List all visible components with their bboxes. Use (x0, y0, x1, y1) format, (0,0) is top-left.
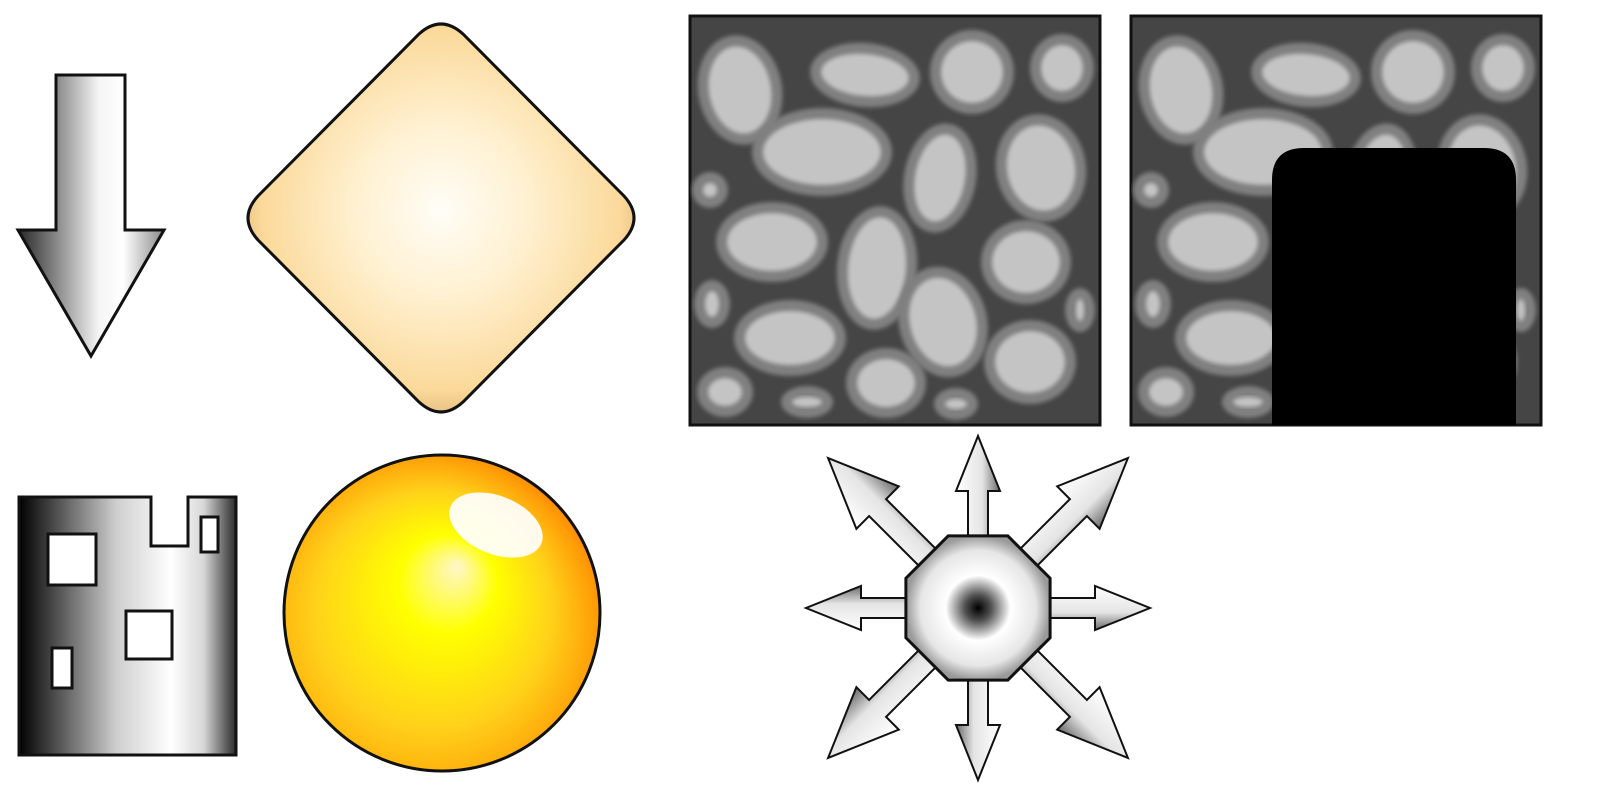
wall-stone (846, 348, 926, 418)
wall-stone (1251, 42, 1361, 108)
wall-stone (930, 30, 1014, 114)
wall-stone (934, 388, 978, 420)
wall-stone (981, 220, 1071, 304)
doorway (1272, 148, 1516, 425)
wall-stone (903, 123, 977, 233)
wall-stone (692, 172, 728, 208)
wall-stone (1133, 172, 1169, 208)
wall-stone (697, 35, 783, 145)
wall-stone (1138, 367, 1194, 417)
wall-stone (898, 266, 988, 378)
compass-hub-icon (904, 534, 1052, 682)
golden-orb-icon (282, 453, 602, 773)
tower-window (124, 609, 174, 661)
diamond-tile-icon (246, 22, 636, 414)
wall-stone (810, 42, 920, 108)
wall-stone (984, 320, 1076, 404)
wall-stone (1371, 30, 1455, 114)
tower-window (199, 515, 220, 554)
wall-stone (781, 386, 833, 418)
wall-stone (836, 206, 918, 330)
tower-window (46, 532, 98, 587)
wall-stone (1030, 34, 1094, 102)
eight-direction-arrows-icon (803, 433, 1153, 783)
wall-stone (1471, 34, 1535, 102)
stone-wall-doorway-tile (1129, 14, 1543, 427)
wall-stone (1157, 202, 1269, 282)
wall-stone (1222, 386, 1274, 418)
wall-stone (752, 108, 892, 196)
wall-stone (1065, 288, 1095, 332)
wall-stone (1175, 300, 1287, 376)
wall-stone (995, 114, 1087, 222)
wall-stone (1135, 280, 1171, 328)
wall-stone (734, 300, 846, 376)
down-arrow-icon (15, 73, 167, 359)
wall-stone (1138, 35, 1224, 145)
wall-stone (697, 367, 753, 417)
wall-stone (716, 202, 828, 282)
orb-highlight (449, 492, 543, 558)
tower-window (50, 646, 74, 690)
wall-stone (694, 280, 730, 328)
stone-wall-tile (688, 14, 1102, 427)
tower-building-icon (17, 495, 238, 757)
